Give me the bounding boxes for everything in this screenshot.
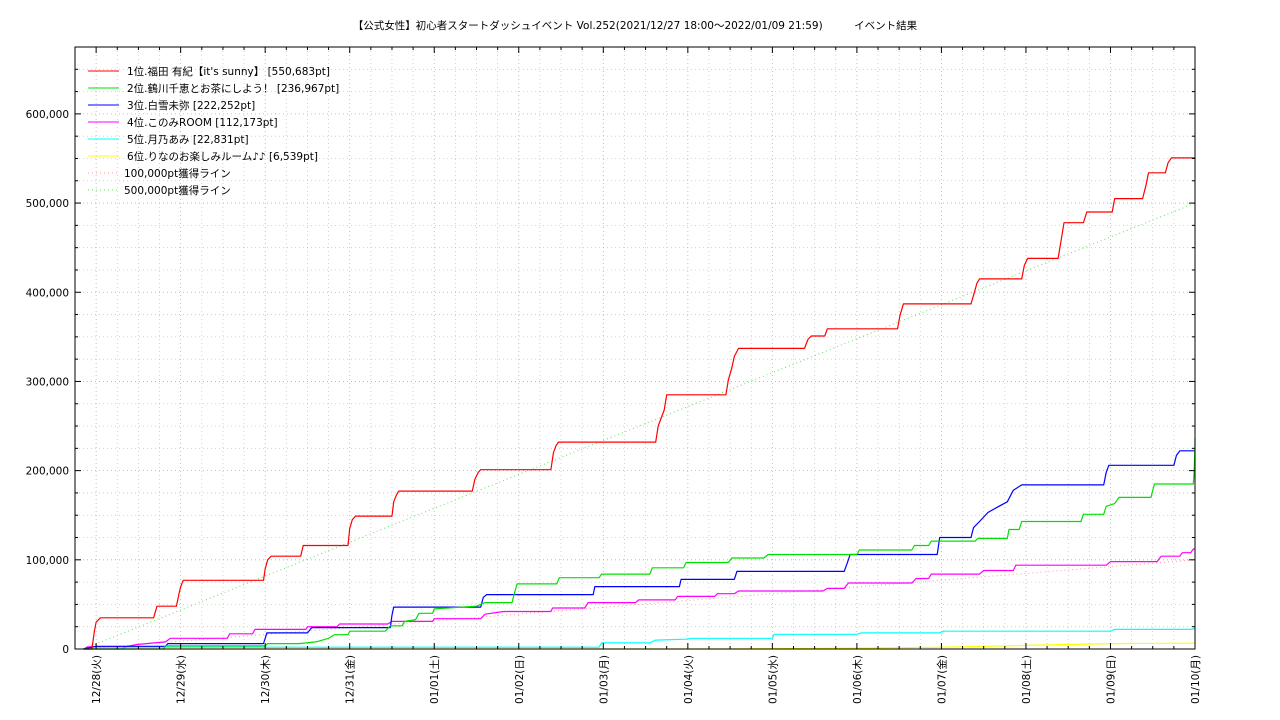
y-tick-label: 400,000 xyxy=(26,287,69,299)
y-tick-label: 300,000 xyxy=(26,376,69,388)
y-tick-label: 200,000 xyxy=(26,466,69,478)
x-tick-label: 12/29(水) xyxy=(176,655,188,704)
legend-label-3: 3位.白雪未弥 [222,252pt] xyxy=(127,99,255,112)
series-lines xyxy=(83,157,1196,650)
legend-label-7: 100,000pt獲得ライン xyxy=(124,167,231,180)
x-tick-label: 01/01(土) xyxy=(428,655,441,704)
series-line-1 xyxy=(83,157,1195,650)
legend-label-6: 6位.りなのお楽しみルーム♪♪ [6,539pt] xyxy=(127,150,318,163)
legend-label-2: 2位.鶴川千恵とお茶にしよう！ [236,967pt] xyxy=(127,82,339,95)
x-tick-label: 12/31(金) xyxy=(344,655,357,704)
y-tick-label: 100,000 xyxy=(26,555,69,567)
series-line-5 xyxy=(83,628,1196,650)
x-tick-label: 01/04(火) xyxy=(683,655,695,704)
x-tick-label: 01/06(木) xyxy=(852,655,864,704)
x-tick-label: 01/02(日) xyxy=(514,655,526,704)
x-tick-label: 01/09(日) xyxy=(1105,655,1117,704)
y-axis: 0 100,000 200,000 300,000 400,000 500,000 600,… xyxy=(26,68,1195,656)
x-tick-label: 12/28(火) xyxy=(91,655,103,704)
x-tick-label: 12/30(木) xyxy=(260,655,272,704)
x-tick-label: 01/07(金) xyxy=(935,655,948,704)
x-tick-label: 01/08(土) xyxy=(1020,655,1033,704)
plot-frame xyxy=(74,46,1196,650)
y-tick-label: 0 xyxy=(62,644,69,656)
y-tick-label: 600,000 xyxy=(26,109,69,121)
grid xyxy=(75,47,1195,649)
legend-label-1: 1位.福田 有紀【it's sunny】 [550,683pt] xyxy=(127,65,330,78)
x-tick-label: 01/10(月) xyxy=(1190,655,1202,704)
y-tick-label: 500,000 xyxy=(26,198,69,210)
legend: 1位.福田 有紀【it's sunny】 [550,683pt] 2位.鶴川千恵と… xyxy=(88,65,339,197)
series-line-3 xyxy=(83,450,1195,650)
chart-title: 【公式女性】初心者スタートダッシュイベント Vol.252(2021/12/27… xyxy=(353,19,918,32)
series-line-2 xyxy=(83,437,1196,650)
legend-label-5: 5位.月乃あみ [22,831pt] xyxy=(127,133,249,146)
x-tick-label: 01/05(水) xyxy=(767,655,779,704)
legend-label-4: 4位.このみROOM [112,173pt] xyxy=(127,116,278,129)
x-tick-label: 01/03(月) xyxy=(598,655,610,704)
series-line-4 xyxy=(83,548,1195,650)
legend-label-8: 500,000pt獲得ライン xyxy=(124,184,231,197)
x-axis: 12/28(火) 12/29(水) 12/30(木) 12/31(金) 01/01(土)… xyxy=(74,47,1202,704)
